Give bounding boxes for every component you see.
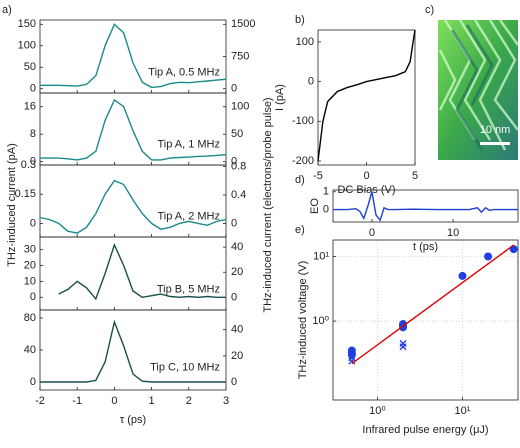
y2-tick-label: 50 xyxy=(231,128,243,140)
data-point xyxy=(458,271,467,280)
x-tick-label: 0 xyxy=(111,395,117,407)
y-tick-label: 10¹ xyxy=(313,250,329,262)
y-tick-label: 0 xyxy=(30,376,36,388)
data-point xyxy=(347,350,356,359)
y-tick-label: -100 xyxy=(292,115,314,127)
y-tick-label: 0 xyxy=(30,83,36,95)
y-tick-label: 10⁰ xyxy=(312,315,329,327)
y2-tick-label: 40 xyxy=(231,241,243,253)
scale-bar-label: 10 nm xyxy=(480,124,511,136)
data-line xyxy=(333,191,518,222)
y-axis-label: THz-induced current (pA) xyxy=(6,143,18,267)
data-line xyxy=(351,244,515,365)
y2-axis-label: THz-induced current (electrons/probe pul… xyxy=(262,97,274,312)
x-tick-label: 10¹ xyxy=(455,405,471,417)
panel-label: a) xyxy=(2,4,12,16)
y-tick-label: 0.15 xyxy=(15,188,36,200)
data-line xyxy=(40,98,227,161)
x-tick-label: 0 xyxy=(363,170,369,182)
stm-image xyxy=(438,19,520,160)
panel-label: d) xyxy=(295,174,305,186)
plot-frame xyxy=(332,239,519,401)
x-tick-label: -1 xyxy=(72,395,82,407)
y-tick-label: 80 xyxy=(24,312,36,324)
y-axis-label: THz-induced voltage (V) xyxy=(297,261,309,380)
y2-tick-label: 750 xyxy=(231,50,249,62)
y2-tick-label: 1500 xyxy=(231,18,255,30)
x-tick-label: 5 xyxy=(412,170,418,182)
y2-tick-label: 0.8 xyxy=(231,160,246,172)
data-line xyxy=(39,179,227,234)
x-tick-label: 10⁰ xyxy=(369,405,386,417)
y-tick-label: 0 xyxy=(30,155,36,167)
x-tick-label: 2 xyxy=(186,395,192,407)
plot-frame xyxy=(39,309,227,391)
x-axis-label: t (ps) xyxy=(413,241,438,253)
y-tick-label: 1 xyxy=(323,186,329,198)
annotation: Tip C, 10 MHz xyxy=(150,362,220,374)
y-tick-label: 100 xyxy=(296,36,314,48)
panel-label: c) xyxy=(425,4,434,16)
x-tick-label: 3 xyxy=(223,395,229,407)
plot-frame xyxy=(39,236,227,311)
panel-label: b) xyxy=(295,14,305,26)
y-axis-label: I (pA) xyxy=(274,84,286,111)
data-line xyxy=(58,242,226,301)
y-tick-label: 40 xyxy=(24,344,36,356)
y-tick-label: 150 xyxy=(18,18,36,30)
y2-tick-label: 0 xyxy=(231,217,237,229)
y2-tick-label: 0.4 xyxy=(231,189,246,201)
y-tick-label: 8 xyxy=(30,128,36,140)
y-tick-label: 0 xyxy=(323,203,329,215)
x-tick-label: 0 xyxy=(369,227,375,239)
panel-label: e) xyxy=(295,224,305,236)
y-tick-label: 0 xyxy=(30,291,36,303)
x-tick-label: 10 xyxy=(447,227,459,239)
x-axis-label: Infrared pulse energy (μJ) xyxy=(362,424,488,436)
y-tick-label: 0.3 xyxy=(21,159,36,171)
data-point xyxy=(399,343,407,351)
y-tick-label: 100 xyxy=(18,40,36,52)
y-tick-label: -200 xyxy=(292,155,314,167)
y-tick-label: 0 xyxy=(30,217,36,229)
y2-tick-label: 20 xyxy=(231,350,243,362)
annotation: Tip A, 2 MHz xyxy=(157,211,220,223)
plot-frame xyxy=(317,29,416,166)
y-axis-label: EO xyxy=(309,198,321,214)
annotation: Tip B, 5 MHz xyxy=(157,283,220,295)
x-axis-label: τ (ps) xyxy=(120,414,146,426)
y-tick-label: 10 xyxy=(24,275,36,287)
data-line xyxy=(40,319,226,383)
data-line xyxy=(40,23,227,89)
plot-frame xyxy=(332,189,519,223)
y-tick-label: 20 xyxy=(24,259,36,271)
y2-tick-label: 0 xyxy=(231,156,237,168)
y-tick-label: 0 xyxy=(308,76,314,88)
y-tick-label: 50 xyxy=(24,61,36,73)
y2-tick-label: 0 xyxy=(231,376,237,388)
data-point xyxy=(348,357,356,365)
y2-tick-label: 100 xyxy=(231,101,249,113)
annotation: Tip A, 1 MHz xyxy=(157,139,220,151)
data-point xyxy=(484,252,493,261)
y2-tick-label: 0 xyxy=(231,291,237,303)
annotation: Tip A, 0.5 MHz xyxy=(148,66,220,78)
x-tick-label: -5 xyxy=(313,170,323,182)
y2-tick-label: 0 xyxy=(231,83,237,95)
x-tick-label: 1 xyxy=(149,395,155,407)
data-line xyxy=(317,29,416,162)
x-tick-label: -2 xyxy=(35,395,45,407)
y2-tick-label: 40 xyxy=(231,324,243,336)
y-tick-label: 16 xyxy=(24,101,36,113)
y-tick-label: 30 xyxy=(24,244,36,256)
y2-tick-label: 20 xyxy=(231,266,243,278)
